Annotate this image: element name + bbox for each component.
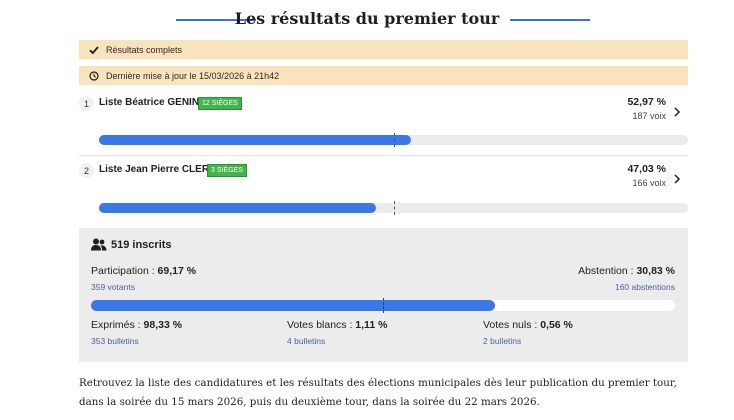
participation-label: Participation : 69,17 % — [91, 265, 196, 277]
abstention-label: Abstention : 30,83 % — [578, 265, 675, 277]
page-title: Les résultats du premier tour — [234, 9, 500, 28]
candidate-row[interactable]: 2 Liste Jean Pierre CLERC 3 SIÈGES 47,03… — [79, 163, 688, 226]
last-update-text: Dernière mise à jour le 15/03/2026 à 21h… — [106, 70, 280, 81]
candidate-progress-fill — [99, 135, 411, 145]
candidate-votes: 166 voix — [632, 178, 666, 188]
candidate-percent: 47,03 % — [627, 163, 666, 175]
majority-marker — [393, 201, 395, 215]
registered-count: 519 inscrits — [91, 238, 172, 251]
abstention-value: 30,83 % — [636, 265, 675, 277]
blank-votes-value: 1,11 % — [355, 319, 388, 331]
null-votes-sub: 2 bulletins — [483, 336, 522, 346]
null-votes-value: 0,56 % — [540, 319, 573, 331]
title-decor-line-left — [176, 19, 256, 21]
participation-caption: Participation : — [91, 265, 158, 277]
participation-progress-bar — [91, 298, 675, 313]
candidate-row[interactable]: 1 Liste Béatrice GENIN 12 SIÈGES 52,97 %… — [79, 96, 688, 159]
participation-progress-fill — [91, 300, 495, 311]
candidate-percent: 52,97 % — [627, 96, 666, 108]
expressed-sub: 353 bulletins — [91, 336, 139, 346]
clock-icon — [89, 70, 99, 81]
results-complete-banner: Résultats complets — [79, 40, 688, 59]
participation-value: 69,17 % — [157, 265, 197, 277]
candidate-votes: 187 voix — [632, 111, 666, 121]
expressed-label: Exprimés : 98,33 % — [91, 319, 182, 331]
candidate-progress-bar — [99, 133, 688, 147]
seats-badge: 3 SIÈGES — [207, 164, 247, 177]
blank-votes-sub: 4 bulletins — [287, 336, 326, 346]
candidate-name: Liste Béatrice GENIN — [99, 97, 200, 108]
results-complete-text: Résultats complets — [106, 44, 183, 55]
expressed-caption: Exprimés : — [91, 319, 144, 331]
title-decor-line-right — [510, 19, 590, 21]
null-votes-caption: Votes nuls : — [483, 319, 541, 331]
people-icon — [91, 238, 107, 251]
blank-votes-label: Votes blancs : 1,11 % — [287, 319, 387, 331]
section-header: Les résultats du premier tour — [0, 9, 734, 31]
participation-panel: 519 inscrits Participation : 69,17 % 359… — [79, 228, 688, 362]
majority-marker — [393, 133, 395, 147]
blank-votes-caption: Votes blancs : — [287, 319, 356, 331]
candidate-name: Liste Jean Pierre CLERC — [99, 164, 217, 175]
info-paragraph: Retrouvez la liste des candidatures et l… — [79, 377, 677, 408]
seats-badge: 12 SIÈGES — [198, 97, 242, 110]
expressed-value: 98,33 % — [143, 319, 183, 331]
last-update-banner: Dernière mise à jour le 15/03/2026 à 21h… — [79, 66, 688, 85]
rank-badge: 2 — [79, 163, 94, 178]
candidate-progress-fill — [99, 203, 376, 213]
row-divider — [79, 155, 688, 156]
chevron-right-icon[interactable] — [672, 172, 682, 184]
participation-half-marker — [383, 298, 384, 313]
chevron-right-icon[interactable] — [672, 105, 682, 117]
check-icon — [89, 45, 99, 55]
abstention-sub: 160 abstentions — [614, 282, 675, 292]
null-votes-label: Votes nuls : 0,56 % — [483, 319, 573, 331]
candidate-progress-bar — [99, 201, 688, 215]
participation-sub: 359 votants — [91, 282, 135, 292]
registered-text: 519 inscrits — [111, 238, 172, 251]
abstention-caption: Abstention : — [578, 265, 637, 277]
rank-badge: 1 — [79, 96, 94, 111]
